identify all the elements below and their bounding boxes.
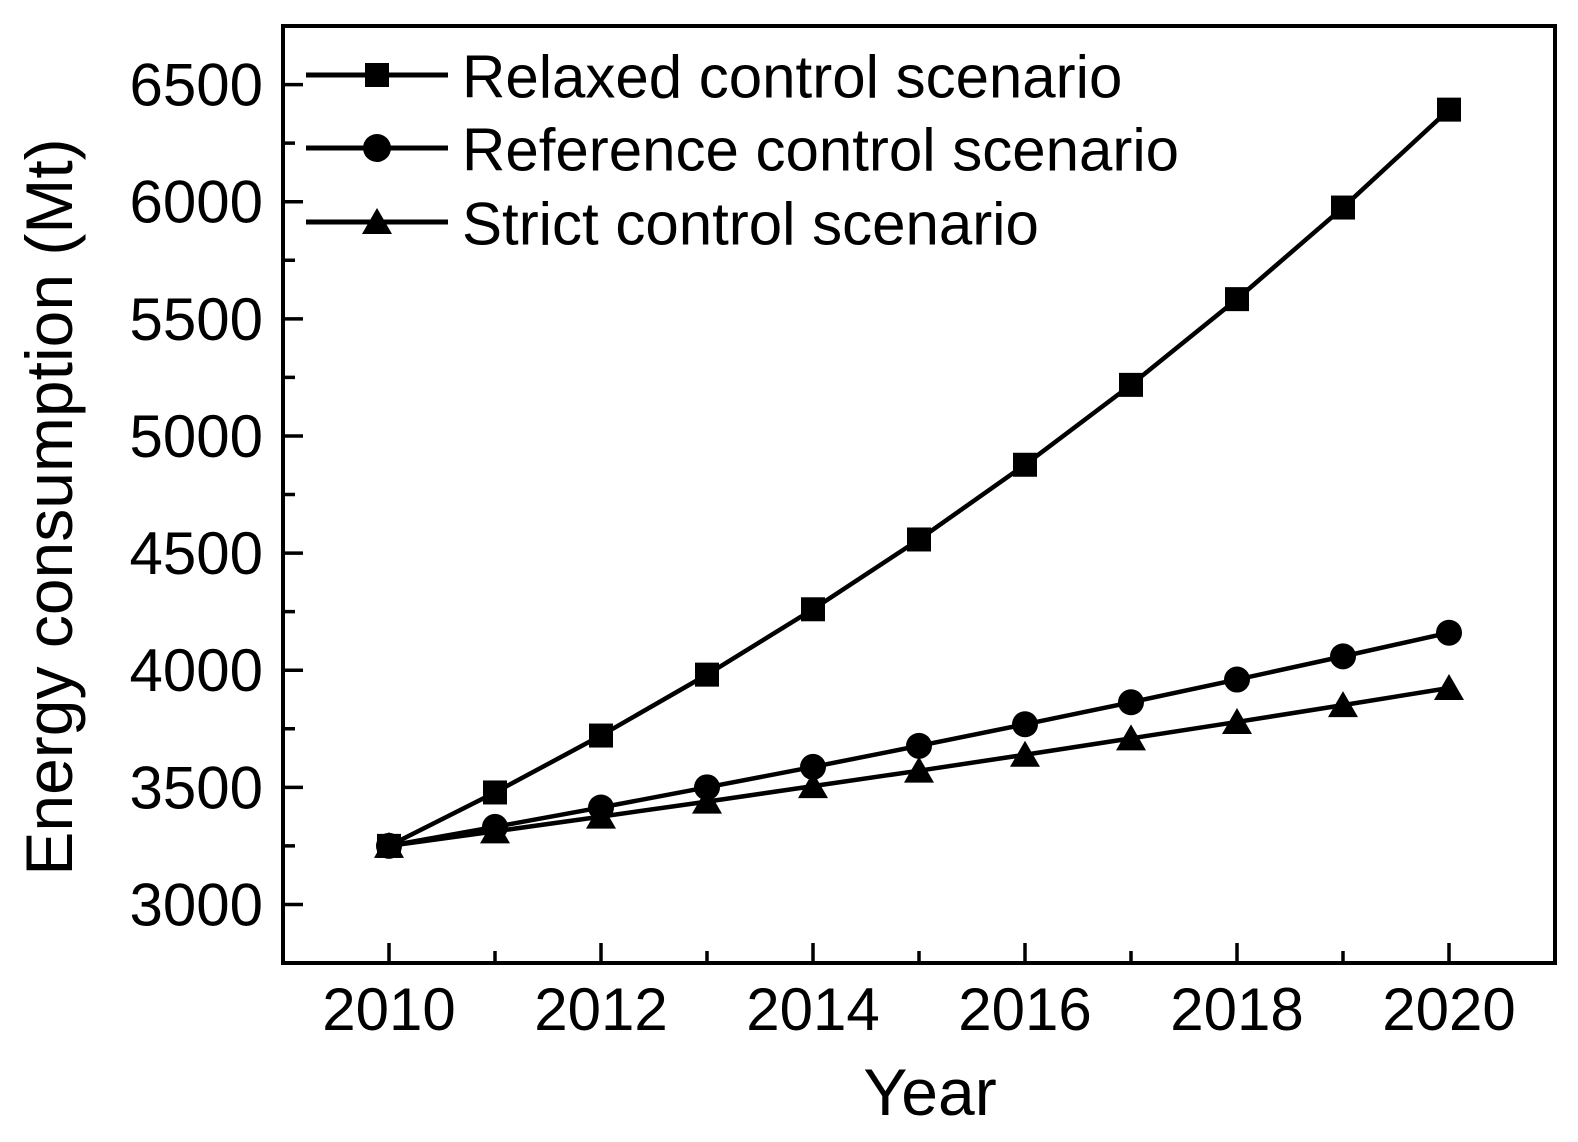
strict-control-scenario-triangle-marker (1116, 724, 1146, 751)
reference-control-scenario-circle-marker (1436, 619, 1462, 646)
y-tick-label: 3500 (130, 754, 263, 821)
x-tick-label: 2016 (958, 976, 1091, 1043)
y-tick-label: 6000 (130, 169, 263, 236)
legend-entry-relaxed: Relaxed control scenario (306, 44, 1122, 111)
x-tick-label: 2012 (534, 976, 667, 1043)
legend-label-strict: Strict control scenario (462, 191, 1039, 258)
relaxed-control-scenario-square-marker (1013, 452, 1037, 477)
x-tick-label: 2014 (746, 976, 879, 1043)
reference-control-scenario-circle-marker (1118, 689, 1144, 716)
x-axis-title: Year (863, 1055, 996, 1129)
reference-control-scenario-circle-marker (1330, 643, 1356, 670)
reference-control-scenario-circle-marker (906, 732, 932, 759)
legend-entry-reference: Reference control scenario (306, 117, 1179, 184)
series-layer (374, 97, 1464, 859)
reference-control-scenario-circle-marker (694, 774, 720, 801)
y-axis-title: Energy consumption (Mt) (12, 138, 86, 875)
strict-control-scenario-triangle-marker (374, 831, 404, 858)
reference-control-scenario-circle-marker (1012, 711, 1038, 738)
legend-entry-strict: Strict control scenario (306, 191, 1039, 258)
x-tick-label: 2020 (1382, 976, 1515, 1043)
relaxed-control-scenario-square-marker (589, 723, 613, 748)
strict-control-scenario-triangle-marker (480, 817, 510, 844)
circle-marker-icon (363, 134, 391, 162)
strict-control-scenario-triangle-marker (1010, 740, 1040, 767)
relaxed-control-scenario-square-marker (695, 662, 719, 687)
y-tick-label: 6500 (130, 52, 263, 119)
x-tick-label: 2018 (1170, 976, 1303, 1043)
relaxed-control-scenario-square-marker (1119, 372, 1143, 397)
strict-control-scenario-triangle-marker (904, 756, 934, 783)
relaxed-control-scenario-square-marker (1225, 287, 1249, 312)
y-tick-label: 5500 (130, 286, 263, 353)
relaxed-control-scenario-square-marker (1331, 195, 1355, 220)
relaxed-control-scenario-square-marker (907, 527, 931, 552)
strict-control-scenario-triangle-marker (1434, 673, 1464, 700)
y-tick-label: 5000 (130, 403, 263, 470)
strict-control-scenario-triangle-marker (692, 787, 722, 814)
y-tick-label: 4000 (130, 637, 263, 704)
strict-control-scenario-triangle-marker (1222, 707, 1252, 734)
square-marker-icon (365, 63, 389, 87)
ticks-layer: 2010 2012 2014 2016 2018 2020 3000 3500 4000 4500… (130, 52, 1516, 1043)
strict-control-scenario-triangle-marker (586, 802, 616, 829)
triangle-marker-icon (362, 208, 392, 234)
y-tick-label: 4500 (130, 520, 263, 587)
relaxed-control-scenario-square-marker (483, 780, 507, 805)
reference-control-scenario-circle-marker (800, 753, 826, 780)
strict-control-scenario-triangle-marker (1328, 691, 1358, 718)
legend-label-relaxed: Relaxed control scenario (462, 44, 1122, 111)
strict-control-scenario-triangle-marker (798, 772, 828, 799)
legend-label-reference: Reference control scenario (462, 117, 1179, 184)
relaxed-control-scenario-square-marker (1437, 97, 1461, 122)
legend: Relaxed control scenario Reference contr… (306, 44, 1179, 258)
reference-control-scenario-circle-marker (1224, 666, 1250, 693)
y-tick-label: 3000 (130, 871, 263, 938)
relaxed-control-scenario-square-marker (801, 597, 825, 622)
x-tick-label: 2010 (322, 976, 455, 1043)
